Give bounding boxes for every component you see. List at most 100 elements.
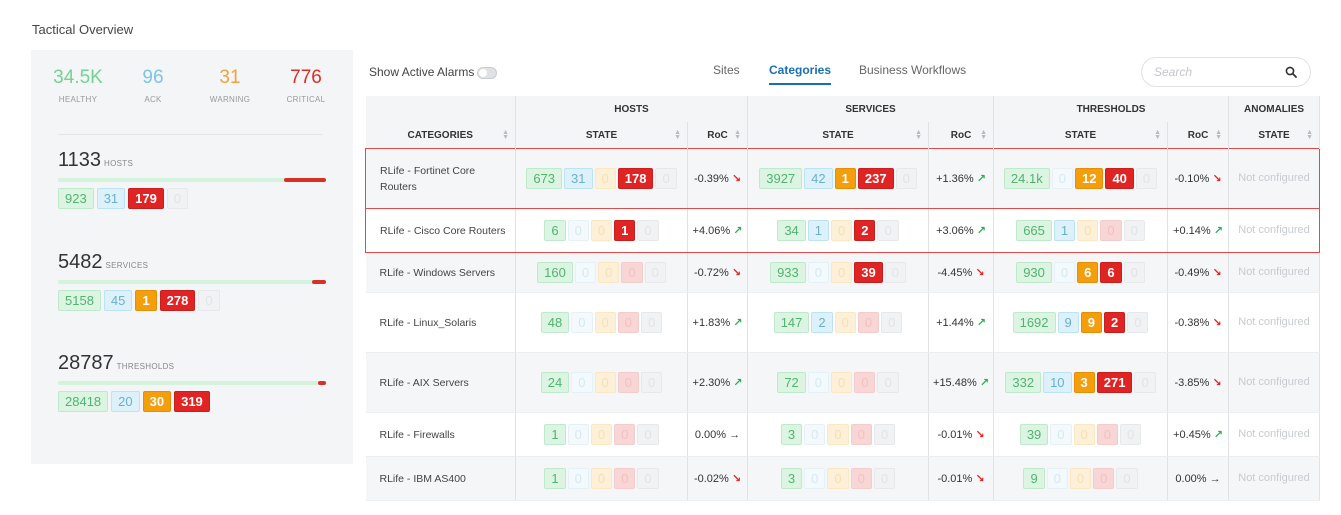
ack-chip[interactable]: 45 bbox=[103, 290, 133, 311]
ack-state-chip[interactable]: 0 bbox=[807, 372, 830, 393]
ack-state-chip[interactable]: 0 bbox=[1053, 262, 1076, 283]
category-name[interactable]: RLife - AIX Servers bbox=[379, 376, 469, 389]
table-row[interactable]: RLife - Fortinet Core Routers 673 31 0 178 0-… bbox=[365, 148, 1321, 209]
ok-state-chip[interactable]: 48 bbox=[540, 312, 570, 333]
warn-state-chip[interactable]: 0 bbox=[827, 468, 849, 489]
ack-state-chip[interactable]: 0 bbox=[1046, 468, 1068, 489]
ok-state-chip[interactable]: 3 bbox=[780, 424, 803, 445]
unk-state-chip[interactable]: 0 bbox=[1127, 312, 1149, 333]
crit-state-chip[interactable]: 40 bbox=[1105, 168, 1134, 189]
crit-state-chip[interactable]: 0 bbox=[850, 424, 872, 445]
unk-state-chip[interactable]: 0 bbox=[640, 372, 663, 393]
column-header-categories[interactable]: CATEGORIES ▲ ▼ bbox=[365, 122, 516, 149]
category-name[interactable]: RLife - Firewalls bbox=[379, 428, 455, 441]
warn-state-chip[interactable]: 0 bbox=[831, 372, 853, 393]
crit-state-chip[interactable]: 0 bbox=[1100, 220, 1122, 241]
unk-state-chip[interactable]: 0 bbox=[895, 168, 917, 189]
ok-state-chip[interactable]: 933 bbox=[770, 262, 806, 283]
unk-state-chip[interactable]: 0 bbox=[877, 372, 899, 393]
ok-state-chip[interactable]: 34 bbox=[777, 220, 806, 241]
tab-sites[interactable]: Sites bbox=[713, 63, 740, 77]
ok-state-chip[interactable]: 1692 bbox=[1012, 312, 1056, 333]
tab-categories[interactable]: Categories bbox=[769, 63, 832, 85]
table-row[interactable]: RLife - AIX Servers 24 0 0 0 0 +2.30% ↗ 72 0 0 0 0 +… bbox=[365, 352, 1321, 413]
warn-state-chip[interactable]: 0 bbox=[827, 424, 849, 445]
warn-state-chip[interactable]: 0 bbox=[590, 220, 613, 241]
column-header-hosts-state[interactable]: STATE ▲ ▼ bbox=[515, 122, 688, 149]
sort-icon[interactable]: ▲ ▼ bbox=[915, 129, 923, 141]
crit-state-chip[interactable]: 39 bbox=[854, 262, 883, 283]
warn-state-chip[interactable]: 6 bbox=[1077, 262, 1099, 283]
ack-state-chip[interactable]: 0 bbox=[804, 468, 826, 489]
sort-icon[interactable]: ▲ ▼ bbox=[674, 129, 681, 141]
critical-chip[interactable]: 179 bbox=[128, 188, 164, 209]
ok-state-chip[interactable]: 673 bbox=[526, 168, 563, 189]
warn-state-chip[interactable]: 0 bbox=[1073, 424, 1095, 445]
warn-state-chip[interactable]: 0 bbox=[598, 262, 620, 283]
sort-icon[interactable]: ▲ ▼ bbox=[734, 129, 742, 141]
kpi-ack[interactable]: 96 ACK bbox=[118, 66, 188, 104]
category-name[interactable]: RLife - Fortinet Core Routers bbox=[380, 164, 476, 193]
unk-state-chip[interactable]: 0 bbox=[1134, 372, 1156, 393]
ack-state-chip[interactable]: 42 bbox=[804, 168, 833, 189]
unk-state-chip[interactable]: 0 bbox=[1123, 262, 1145, 283]
crit-state-chip[interactable]: 178 bbox=[617, 168, 654, 189]
unk-state-chip[interactable]: 0 bbox=[1123, 220, 1145, 241]
crit-state-chip[interactable]: 1 bbox=[614, 220, 636, 241]
unk-state-chip[interactable]: 0 bbox=[1116, 468, 1138, 489]
ok-chip[interactable]: 923 bbox=[58, 188, 94, 209]
category-name-cell[interactable]: RLife - Firewalls bbox=[365, 412, 516, 457]
warn-state-chip[interactable]: 3 bbox=[1073, 372, 1095, 393]
crit-state-chip[interactable]: 0 bbox=[614, 424, 636, 445]
kpi-critical[interactable]: 776 CRITICAL bbox=[271, 66, 341, 104]
column-header-thresholds-state[interactable]: STATE ▲ ▼ bbox=[993, 122, 1169, 149]
category-name-cell[interactable]: RLife - AIX Servers bbox=[365, 352, 516, 413]
ack-state-chip[interactable]: 31 bbox=[564, 168, 593, 189]
unknown-chip[interactable]: 0 bbox=[166, 188, 189, 209]
ack-state-chip[interactable]: 0 bbox=[574, 262, 597, 283]
tab-business-workflows[interactable]: Business Workflows bbox=[859, 63, 967, 77]
crit-state-chip[interactable]: 0 bbox=[621, 262, 643, 283]
ack-state-chip[interactable]: 1 bbox=[1053, 220, 1076, 241]
unk-state-chip[interactable]: 0 bbox=[637, 220, 659, 241]
warn-state-chip[interactable]: 0 bbox=[594, 312, 616, 333]
unk-state-chip[interactable]: 0 bbox=[637, 468, 659, 489]
category-name-cell[interactable]: RLife - Linux_Solaris bbox=[365, 292, 516, 353]
kpi-warning[interactable]: 31 WARNING bbox=[195, 66, 265, 104]
ack-state-chip[interactable]: 0 bbox=[804, 424, 826, 445]
ok-state-chip[interactable]: 147 bbox=[773, 312, 810, 333]
ack-state-chip[interactable]: 0 bbox=[571, 312, 593, 333]
critical-chip[interactable]: 319 bbox=[174, 391, 210, 412]
ack-state-chip[interactable]: 0 bbox=[567, 468, 589, 489]
ok-state-chip[interactable]: 24 bbox=[540, 372, 570, 393]
ok-state-chip[interactable]: 39 bbox=[1019, 424, 1049, 445]
ok-state-chip[interactable]: 332 bbox=[1005, 372, 1042, 393]
category-name-cell[interactable]: RLife - Fortinet Core Routers bbox=[365, 148, 516, 209]
warn-state-chip[interactable]: 0 bbox=[831, 262, 853, 283]
table-row[interactable]: RLife - Cisco Core Routers 6 0 0 1 0 +4.06% ↗ 3… bbox=[365, 208, 1321, 253]
category-name-cell[interactable]: RLife - Windows Servers bbox=[365, 252, 516, 293]
ok-state-chip[interactable]: 9 bbox=[1023, 468, 1045, 489]
ack-state-chip[interactable]: 1 bbox=[807, 220, 830, 241]
warn-state-chip[interactable]: 0 bbox=[831, 220, 853, 241]
ack-state-chip[interactable]: 9 bbox=[1057, 312, 1079, 333]
crit-state-chip[interactable]: 237 bbox=[857, 168, 894, 189]
ok-chip[interactable]: 5158 bbox=[58, 290, 101, 311]
ok-state-chip[interactable]: 665 bbox=[1016, 220, 1052, 241]
unk-state-chip[interactable]: 0 bbox=[640, 312, 663, 333]
crit-state-chip[interactable]: 271 bbox=[1096, 372, 1133, 393]
unk-state-chip[interactable]: 0 bbox=[884, 262, 906, 283]
crit-state-chip[interactable]: 0 bbox=[617, 312, 639, 333]
sort-icon[interactable]: ▲ ▼ bbox=[1154, 129, 1162, 141]
crit-state-chip[interactable]: 0 bbox=[1096, 424, 1118, 445]
sort-icon[interactable]: ▲ ▼ bbox=[502, 129, 509, 141]
warn-state-chip[interactable]: 0 bbox=[594, 168, 616, 189]
warn-state-chip[interactable]: 0 bbox=[590, 424, 613, 445]
unk-state-chip[interactable]: 0 bbox=[655, 168, 677, 189]
column-header-services-roc[interactable]: RoC ▲ ▼ bbox=[928, 122, 995, 149]
ack-state-chip[interactable]: 0 bbox=[567, 220, 589, 241]
ack-state-chip[interactable]: 2 bbox=[811, 312, 833, 333]
ok-chip[interactable]: 28418 bbox=[58, 391, 109, 412]
crit-state-chip[interactable]: 6 bbox=[1100, 262, 1122, 283]
warn-state-chip[interactable]: 0 bbox=[1077, 220, 1099, 241]
